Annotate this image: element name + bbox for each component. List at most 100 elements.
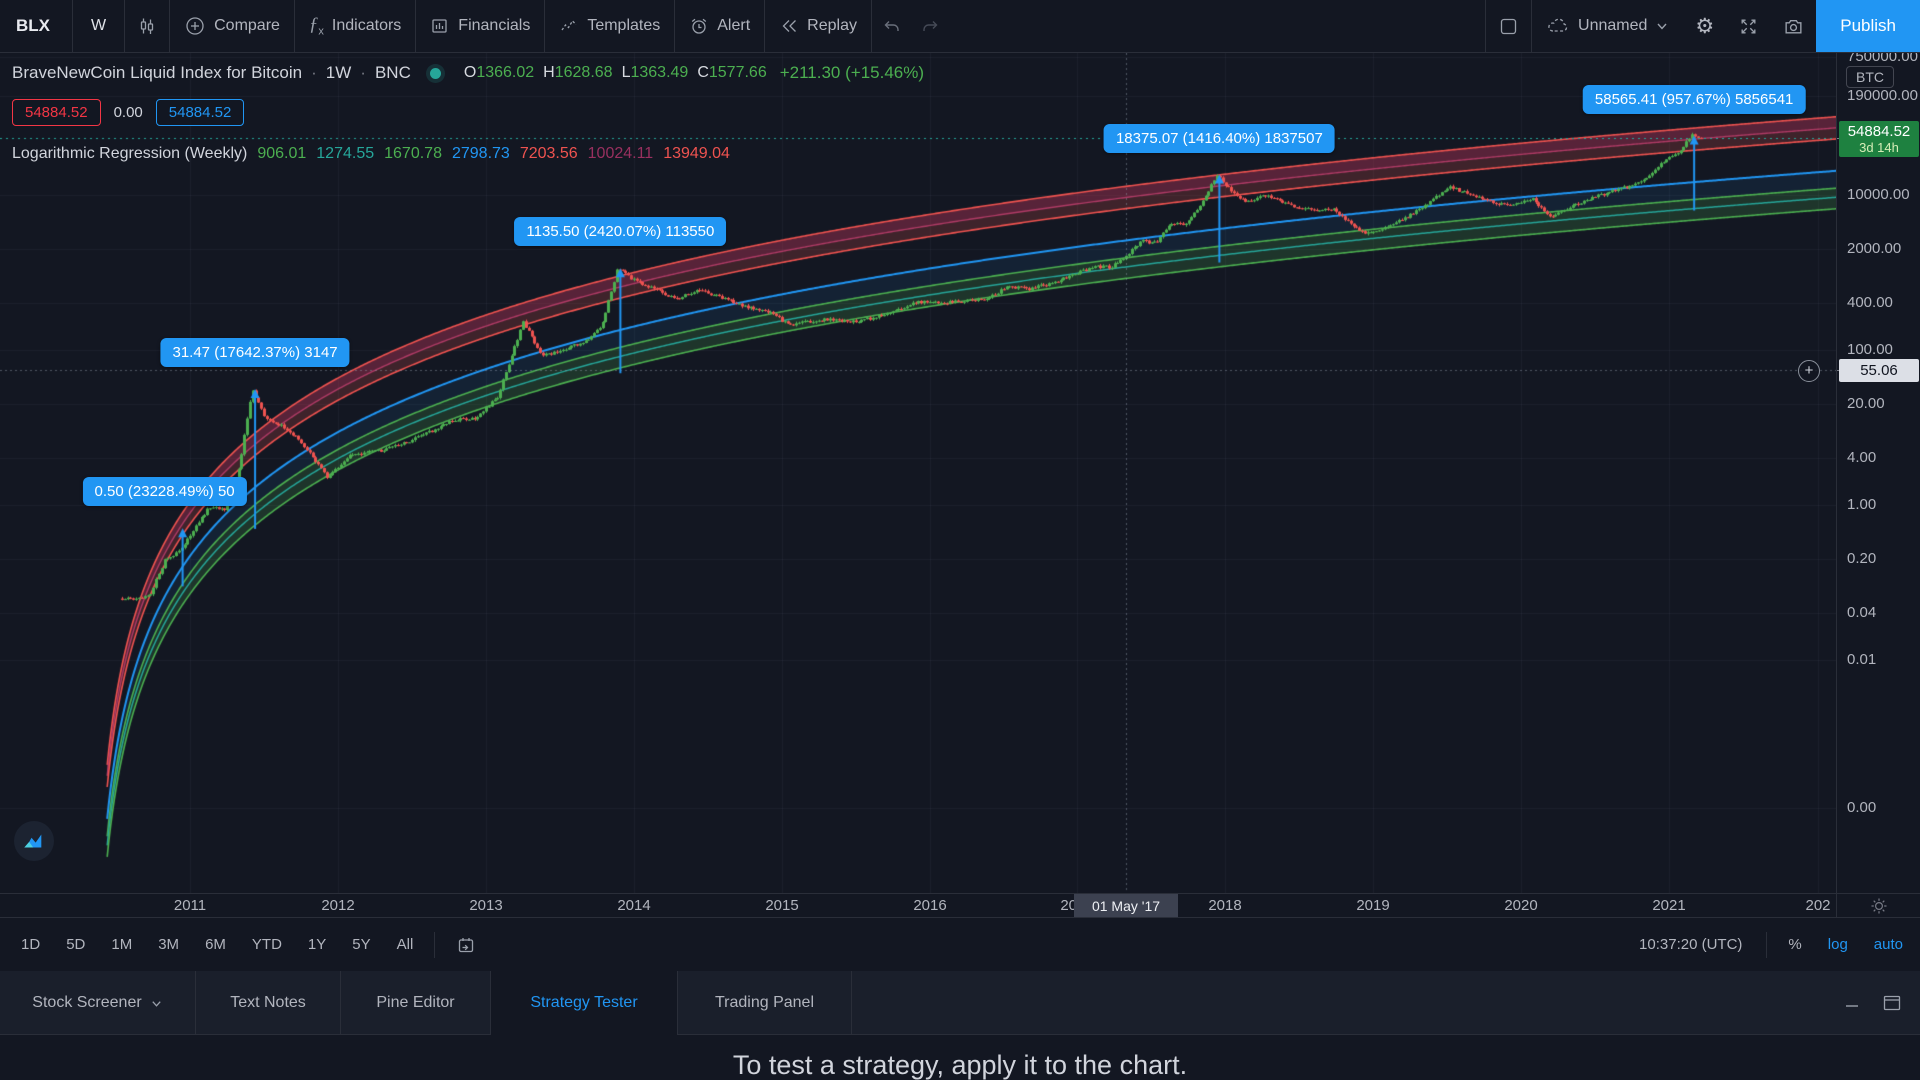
camera-icon [1783, 16, 1804, 37]
ohlc-letter: L [621, 64, 631, 81]
percent-scale-button[interactable]: % [1788, 936, 1802, 953]
ohlc-value: 1577.66 [708, 64, 767, 81]
regression-value: 7203.56 [519, 145, 578, 162]
price-callout[interactable]: 18375.07 (1416.40%) 1837507 [1103, 123, 1335, 153]
crosshair-price-label: 55.06 [1839, 359, 1919, 382]
price-tick-label: 0.00 [1847, 799, 1877, 816]
range-button-5y[interactable]: 5Y [352, 936, 371, 953]
divider [293, 0, 295, 53]
financials-button[interactable]: Financials [416, 0, 544, 52]
price-tick-label: 190000.00 [1847, 87, 1918, 104]
indicators-button[interactable]: ƒx Indicators [308, 14, 402, 38]
price-tick-label: 0.20 [1847, 550, 1877, 567]
strategy-tester-content: To test a strategy, apply it to the char… [0, 1035, 1920, 1080]
clock-utc[interactable]: 10:37:20 (UTC) [1639, 936, 1743, 953]
range-button-5d[interactable]: 5D [66, 936, 86, 953]
interval-button[interactable]: W [91, 17, 107, 34]
tab-stock-screener[interactable]: Stock Screener [0, 971, 196, 1035]
divider [434, 931, 436, 958]
change-value: +211.30 (+15.46%) [779, 63, 925, 82]
snapshot-button[interactable] [1771, 0, 1816, 52]
range-button-all[interactable]: All [396, 936, 414, 953]
chart-area[interactable]: BraveNewCoin Liquid Index for Bitcoin · … [0, 53, 1920, 893]
strategy-tester-message: To test a strategy, apply it to the char… [732, 1050, 1188, 1080]
range-button-1d[interactable]: 1D [21, 936, 41, 953]
sun-icon [1871, 898, 1886, 913]
top-toolbar: BLX W Compare ƒx Indicators Financials T… [0, 0, 1920, 53]
bottom-toolbar: 1D 5D 1M 3M 6M YTD 1Y 5Y All 10:37:20 (UTC) % lo… [0, 917, 1920, 971]
publish-button[interactable]: Publish [1816, 0, 1920, 52]
price-tick-label: 10000.00 [1847, 186, 1910, 203]
bar-countdown: 3d 14h [1859, 140, 1899, 155]
range-button-6m[interactable]: 6M [205, 936, 226, 953]
ohlc-value: 1366.02 [476, 64, 535, 81]
symbol-legend-row[interactable]: BraveNewCoin Liquid Index for Bitcoin · … [12, 63, 925, 82]
redo-icon [921, 17, 940, 36]
range-button-1m[interactable]: 1M [111, 936, 133, 953]
tab-pine-editor[interactable]: Pine Editor [341, 971, 491, 1035]
ohlc-letter: O [463, 64, 477, 81]
order-price-box[interactable]: 54884.52 [155, 99, 245, 126]
tab-text-notes[interactable]: Text Notes [196, 971, 341, 1035]
maximize-panel-icon[interactable] [1882, 994, 1902, 1012]
price-callout[interactable]: 58565.41 (957.67%) 5856541 [1582, 84, 1806, 114]
legend-title: BraveNewCoin Liquid Index for Bitcoin [12, 63, 303, 82]
axis-settings-corner[interactable] [1836, 893, 1920, 917]
chevron-down-icon [151, 1000, 161, 1007]
chevron-down-icon [1655, 19, 1669, 33]
replay-button[interactable]: Replay [765, 0, 871, 52]
fullscreen-icon [1738, 16, 1759, 37]
price-callout[interactable]: 0.50 (23228.49%) 50 [82, 477, 247, 507]
year-tick-label: 2016 [913, 897, 947, 914]
divider [72, 0, 73, 53]
compare-button[interactable]: Compare [170, 0, 294, 52]
save-layout-button[interactable]: Unnamed [1532, 0, 1683, 52]
divider [1531, 0, 1533, 53]
price-axis[interactable]: BTC 54884.52 3d 14h 55.06 750000.00 19000… [1836, 53, 1920, 893]
legend-exchange: BNC [374, 63, 411, 82]
redo-button[interactable] [911, 0, 950, 52]
year-tick-label: 2015 [765, 897, 799, 914]
log-scale-button[interactable]: log [1827, 936, 1848, 953]
year-tick-label: 2018 [1208, 897, 1242, 914]
price-tick-label: 100.00 [1847, 341, 1893, 358]
price-lines-row: 54884.52 0.00 54884.52 [12, 99, 924, 126]
alert-price-box[interactable]: 54884.52 [12, 99, 101, 126]
indicator-title: Logarithmic Regression (Weekly) [12, 145, 248, 162]
time-axis[interactable]: 2011201220132014201520162017201820192020… [0, 893, 1836, 918]
fullscreen-button[interactable] [1726, 0, 1771, 52]
price-callout[interactable]: 1135.50 (2420.07%) 113550 [514, 217, 727, 247]
chart-canvas[interactable] [0, 53, 1836, 893]
templates-button[interactable]: Templates [545, 0, 674, 52]
tab-trading-panel[interactable]: Trading Panel [678, 971, 852, 1035]
minimize-panel-icon[interactable] [1844, 995, 1860, 1011]
symbol-button[interactable]: BLX [16, 16, 50, 35]
layout-button[interactable] [1486, 0, 1531, 52]
price-callout[interactable]: 31.47 (17642.37%) 3147 [160, 337, 350, 367]
divider [674, 0, 676, 53]
price-tick-label: 0.01 [1847, 651, 1877, 668]
auto-scale-button[interactable]: auto [1873, 936, 1903, 953]
indicator-legend-row[interactable]: Logarithmic Regression (Weekly) 906.01 12… [12, 145, 924, 163]
range-button-3m[interactable]: 3M [158, 936, 180, 953]
tab-strategy-tester[interactable]: Strategy Tester [491, 971, 678, 1036]
price-tick-label: 20.00 [1847, 395, 1885, 412]
tradingview-logo[interactable] [14, 821, 54, 861]
tabs: Stock Screener Text Notes Pine Editor Strat… [0, 971, 852, 1036]
current-price-label: 54884.52 3d 14h [1839, 121, 1919, 157]
add-alert-plus-icon[interactable]: + [1798, 360, 1820, 382]
goto-date-button[interactable] [443, 935, 489, 955]
ohlc-values: O1366.02 H1628.68 L1363.49 C1577.66 [464, 64, 767, 82]
range-button-ytd[interactable]: YTD [251, 936, 282, 953]
alert-button[interactable]: Alert [675, 0, 764, 52]
regression-value: 13949.04 [663, 145, 730, 162]
price-tick-label: 400.00 [1847, 294, 1893, 311]
market-status-dot[interactable] [429, 67, 441, 79]
chart-style-button[interactable] [125, 0, 169, 52]
financials-icon [430, 16, 450, 36]
undo-button[interactable] [872, 0, 911, 52]
range-button-1y[interactable]: 1Y [307, 936, 327, 953]
currency-badge[interactable]: BTC [1846, 66, 1894, 88]
settings-button[interactable]: ⚙ [1683, 0, 1726, 52]
